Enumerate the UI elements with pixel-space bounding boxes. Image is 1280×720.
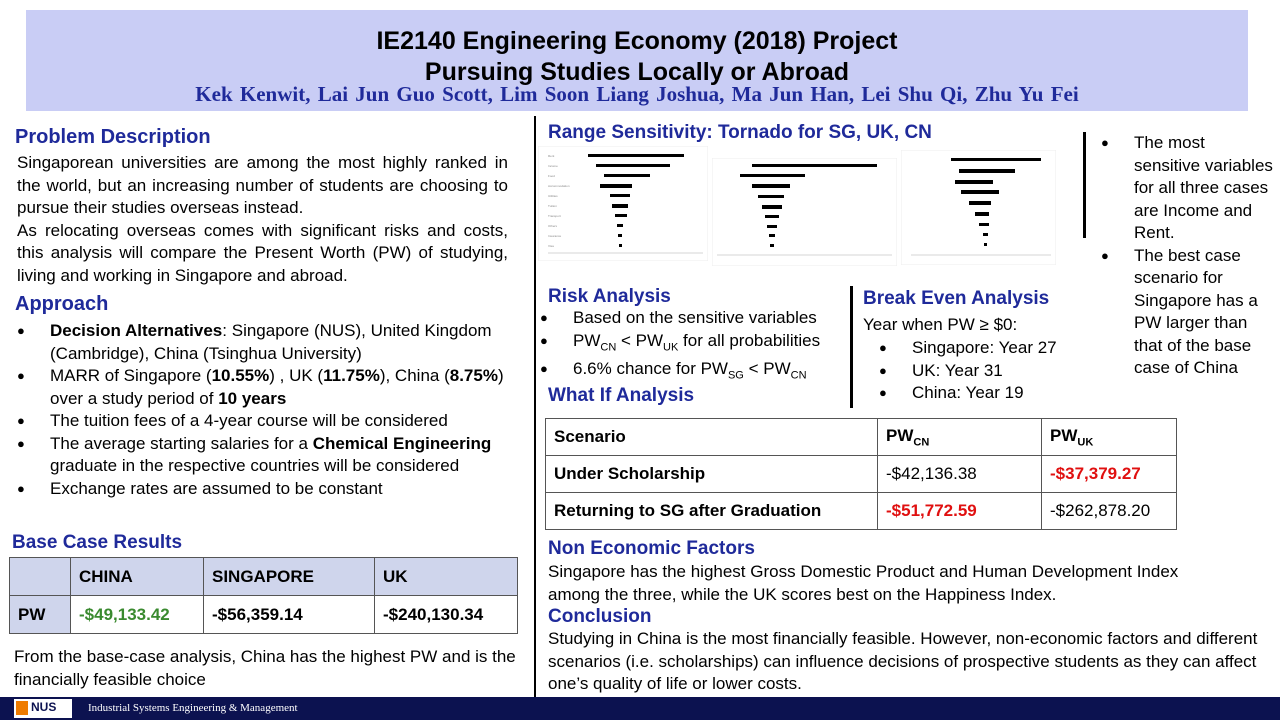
svg-text:Tuition: Tuition — [548, 204, 557, 208]
non-economic-text: Singapore has the highest Gross Domestic… — [548, 562, 1179, 604]
approach-item: MARR of Singapore (10.55%) , UK (11.75%)… — [14, 365, 514, 410]
sensitivity-note: The most sensitive variables for all thr… — [1098, 132, 1273, 245]
break-even-item: China: Year 19 — [876, 382, 1086, 405]
crest-icon — [16, 701, 28, 715]
table-header-cell: SINGAPORE — [203, 557, 375, 596]
svg-text:Utilities: Utilities — [548, 194, 558, 198]
tornado-chart-cn — [901, 150, 1056, 265]
base-case-conclusion: From the base-case analysis, China has t… — [14, 647, 516, 689]
pw-uk-cell: -$262,878.20 — [1041, 492, 1177, 530]
svg-text:Income: Income — [548, 164, 558, 168]
poster-title: IE2140 Engineering Economy (2018) Projec… — [376, 27, 898, 55]
conclusion-heading: Conclusion — [548, 606, 652, 627]
table-header-cell: PWUK — [1041, 418, 1177, 456]
break-even-list: Singapore: Year 27 UK: Year 31 China: Ye… — [876, 337, 1086, 405]
conclusion-text: Studying in China is the most financiall… — [548, 629, 1258, 693]
pw-cn-cell: -$51,772.59 — [877, 492, 1042, 530]
column-divider — [534, 116, 536, 697]
approach-item: Decision Alternatives: Singapore (NUS), … — [14, 320, 514, 365]
approach-item: Exchange rates are assumed to be constan… — [14, 478, 514, 501]
base-case-heading: Base Case Results — [12, 532, 183, 553]
risk-divider — [850, 286, 853, 408]
problem-para-1: Singaporean universities are among the m… — [17, 153, 508, 217]
pw-singapore: -$56,359.14 — [203, 595, 375, 634]
svg-text:Food: Food — [548, 174, 555, 178]
footer-bar: NUS Industrial Systems Engineering & Man… — [0, 697, 1280, 720]
break-even-heading: Break Even Analysis — [863, 288, 1050, 309]
risk-heading: Risk Analysis — [548, 286, 671, 307]
what-if-heading: What If Analysis — [548, 385, 695, 406]
tornado-chart-sg: Rent Income Food Accommodation Utilities Tui… — [538, 146, 708, 261]
problem-para-2: As relocating overseas comes with signif… — [17, 220, 508, 285]
base-case-table: CHINA SINGAPORE UK PW -$49,133.42 -$56,3… — [9, 557, 518, 634]
scenario-cell: Under Scholarship — [545, 455, 878, 493]
table-header-cell: PWCN — [877, 418, 1042, 456]
pw-cn-cell: -$42,136.38 — [877, 455, 1042, 493]
table-header-cell: UK — [374, 557, 518, 596]
risk-item: Based on the sensitive variables — [537, 307, 857, 330]
break-even-intro: Year when PW ≥ $0: — [863, 315, 1018, 334]
what-if-table: Scenario PWCN PWUK Under Scholarship -$4… — [545, 418, 1177, 530]
table-header-cell: CHINA — [70, 557, 204, 596]
svg-text:Accommodation: Accommodation — [548, 184, 570, 188]
scenario-cell: Returning to SG after Graduation — [545, 492, 878, 530]
svg-text:Others: Others — [548, 224, 558, 228]
poster-subtitle: Pursuing Studies Locally or Abroad — [424, 58, 850, 86]
tornado-chart-uk — [712, 158, 897, 266]
break-even-item: UK: Year 31 — [876, 360, 1086, 383]
row-label: PW — [9, 595, 71, 634]
problem-text: Singaporean universities are among the m… — [17, 152, 508, 287]
break-even-item: Singapore: Year 27 — [876, 337, 1086, 360]
risk-list: Based on the sensitive variables PWCN < … — [537, 307, 857, 387]
pw-uk: -$240,130.34 — [374, 595, 518, 634]
notes-divider — [1083, 132, 1086, 238]
approach-heading: Approach — [15, 293, 109, 315]
department-name: Industrial Systems Engineering & Managem… — [88, 702, 298, 714]
pw-china: -$49,133.42 — [70, 595, 204, 634]
svg-text:Visa: Visa — [548, 244, 554, 248]
problem-heading: Problem Description — [15, 126, 211, 148]
sensitivity-note: The best case scenario for Singapore has… — [1098, 245, 1273, 380]
approach-item: The average starting salaries for a Chem… — [14, 433, 514, 478]
approach-list: Decision Alternatives: Singapore (NUS), … — [14, 320, 514, 500]
svg-text:Rent: Rent — [548, 154, 555, 158]
non-economic-heading: Non Economic Factors — [548, 538, 755, 559]
svg-text:Transport: Transport — [548, 214, 561, 218]
sensitivity-notes: The most sensitive variables for all thr… — [1098, 132, 1273, 380]
risk-item: 6.6% chance for PWSG < PWCN — [537, 358, 857, 387]
table-header-cell — [9, 557, 71, 596]
pw-uk-cell: -$37,379.27 — [1041, 455, 1177, 493]
range-heading: Range Sensitivity: Tornado for SG, UK, C… — [548, 122, 932, 143]
svg-text:Insurance: Insurance — [548, 234, 562, 238]
authors-line: Kek Kenwit, Lai Jun Guo Scott, Lim Soon … — [195, 82, 1079, 106]
approach-item: The tuition fees of a 4-year course will… — [14, 410, 514, 433]
title-banner: IE2140 Engineering Economy (2018) Projec… — [26, 10, 1248, 111]
nus-logo: NUS — [14, 699, 72, 718]
risk-item: PWCN < PWUK for all probabilities — [537, 330, 857, 359]
table-header-cell: Scenario — [545, 418, 878, 456]
